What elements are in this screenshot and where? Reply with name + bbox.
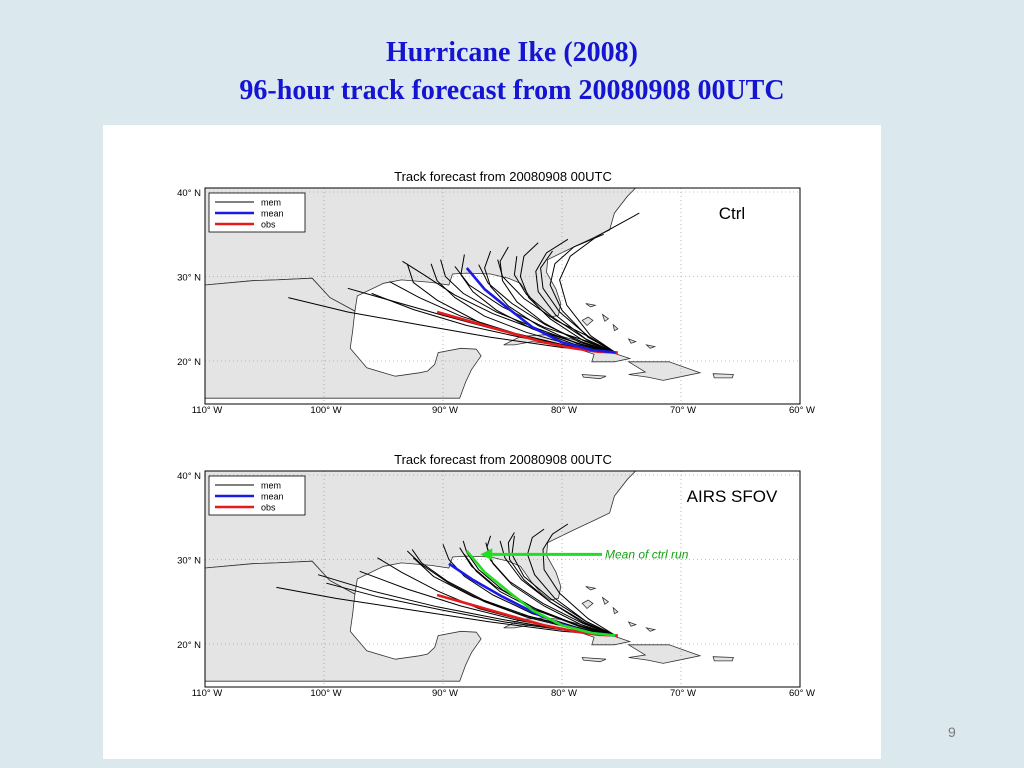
land-bahamas-3 — [612, 606, 619, 615]
member-track — [549, 233, 616, 354]
panel-label: Ctrl — [719, 204, 745, 223]
land-mexico — [205, 277, 482, 399]
lat-label: 20° N — [177, 640, 201, 651]
map-frame — [204, 470, 801, 688]
lat-label: 40° N — [177, 471, 201, 482]
mean-track — [465, 267, 616, 354]
slide-title: Hurricane Ike (2008) 96-hour track forec… — [0, 34, 1024, 110]
map-frame — [204, 187, 801, 405]
land-puerto-rico — [712, 373, 734, 379]
legend-label: obs — [261, 220, 276, 230]
land-bahamas-0 — [585, 586, 597, 591]
ctrl-mean-track — [465, 550, 616, 637]
title-line-2: 96-hour track forecast from 20080908 00U… — [239, 75, 785, 106]
land-bahamas-0 — [585, 303, 597, 308]
lat-label: 30° N — [177, 273, 201, 284]
lon-label: 110° W — [192, 405, 223, 416]
annotation-text: Mean of ctrl run — [605, 547, 689, 561]
land-bahamas-1 — [581, 599, 594, 610]
member-track — [499, 246, 616, 354]
land-jamaica — [581, 374, 607, 380]
map-title: Track forecast from 20080908 00UTC — [394, 452, 612, 467]
member-track — [442, 544, 616, 637]
lon-label: 70° W — [670, 688, 696, 699]
land-mexico — [205, 560, 482, 682]
map-plot-area — [205, 188, 800, 404]
page-number: 9 — [948, 724, 956, 740]
member-track — [513, 256, 616, 354]
lon-label: 100° W — [310, 405, 341, 416]
legend-label: mem — [261, 481, 281, 491]
land-bahamas-2 — [601, 313, 610, 322]
land-bahamas-1 — [581, 316, 594, 327]
legend-label: mean — [261, 492, 284, 502]
lon-label: 80° W — [551, 405, 577, 416]
member-track — [454, 266, 616, 354]
lat-label: 20° N — [177, 357, 201, 368]
land-hispaniola — [627, 361, 702, 381]
land-bahamas-2 — [601, 596, 610, 605]
lat-label: 40° N — [177, 188, 201, 199]
member-track — [542, 523, 616, 637]
lon-label: 60° W — [789, 688, 815, 699]
land-bahamas-4 — [627, 338, 637, 344]
legend-label: mem — [261, 198, 281, 208]
member-track — [540, 250, 616, 354]
lon-label: 80° W — [551, 688, 577, 699]
member-track — [478, 264, 616, 354]
land-hispaniola — [627, 644, 702, 664]
panel-label: AIRS SFOV — [687, 487, 778, 506]
land-bahamas-3 — [612, 323, 619, 332]
land-puerto-rico — [712, 656, 734, 662]
lon-label: 110° W — [192, 688, 223, 699]
member-track — [463, 554, 616, 637]
lon-label: 90° W — [432, 688, 458, 699]
map-ctrl: Track forecast from 20080908 00UTC 40° N 3… — [177, 169, 815, 416]
member-track — [402, 260, 616, 354]
member-track — [559, 212, 640, 354]
member-track — [519, 242, 616, 354]
land-bahamas-5 — [645, 627, 657, 632]
land-bahamas-4 — [627, 621, 637, 627]
lon-label: 70° W — [670, 405, 696, 416]
figure-panel: Track forecast from 20080908 00UTC 40° N 3… — [103, 125, 881, 759]
lon-label: 100° W — [310, 688, 341, 699]
land-bahamas-5 — [645, 344, 657, 349]
map-airs-sfov: Track forecast from 20080908 00UTC 40° N 3… — [177, 452, 815, 699]
lon-label: 60° W — [789, 405, 815, 416]
legend-label: obs — [261, 503, 276, 513]
title-line-1: Hurricane Ike (2008) — [386, 37, 638, 68]
land-jamaica — [581, 657, 607, 663]
annotation-arrowhead — [480, 548, 493, 561]
legend-label: mean — [261, 209, 284, 219]
lat-label: 30° N — [177, 556, 201, 567]
member-track — [511, 535, 616, 637]
member-track — [507, 532, 616, 637]
map-title: Track forecast from 20080908 00UTC — [394, 169, 612, 184]
lon-label: 90° W — [432, 405, 458, 416]
